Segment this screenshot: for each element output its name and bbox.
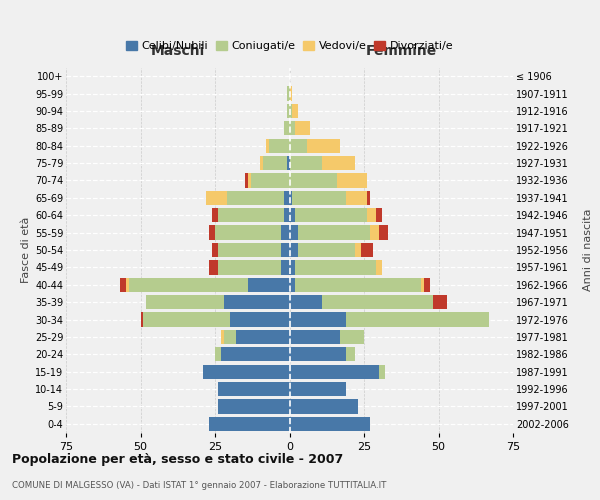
Bar [290,400,358,413]
Bar [287,86,290,101]
Bar [290,278,295,292]
Bar [337,174,367,188]
Bar [290,121,295,136]
Bar [263,156,287,170]
Bar [290,208,295,222]
Bar [367,208,376,222]
Bar [295,260,376,274]
Bar [146,295,224,310]
Bar [355,243,361,257]
Bar [206,190,227,205]
Bar [281,226,290,239]
Bar [322,295,433,310]
Y-axis label: Anni di nascita: Anni di nascita [583,209,593,291]
Bar [260,156,263,170]
Bar [218,208,284,222]
Bar [290,312,346,326]
Bar [266,138,269,153]
Bar [367,190,370,205]
Bar [376,260,382,274]
Bar [290,156,322,170]
Bar [290,243,298,257]
Legend: Celibi/Nubili, Coniugati/e, Vedovi/e, Divorziati/e: Celibi/Nubili, Coniugati/e, Vedovi/e, Di… [121,36,458,56]
Bar [290,226,298,239]
Bar [421,278,424,292]
Bar [203,364,290,379]
Y-axis label: Fasce di età: Fasce di età [20,217,31,283]
Bar [230,312,290,326]
Bar [248,278,290,292]
Text: COMUNE DI MALGESSO (VA) - Dati ISTAT 1° gennaio 2007 - Elaborazione TUTTITALIA.I: COMUNE DI MALGESSO (VA) - Dati ISTAT 1° … [12,480,386,490]
Bar [269,138,290,153]
Text: Femmine: Femmine [365,44,437,59]
Bar [218,400,290,413]
Bar [281,243,290,257]
Bar [290,330,340,344]
Bar [215,347,221,362]
Bar [292,104,298,118]
Bar [424,278,430,292]
Bar [218,382,290,396]
Bar [290,174,337,188]
Bar [218,243,281,257]
Bar [221,347,290,362]
Bar [295,121,310,136]
Bar [290,138,307,153]
Bar [287,104,290,118]
Bar [284,208,290,222]
Bar [224,330,236,344]
Bar [290,190,292,205]
Bar [290,347,346,362]
Bar [379,364,385,379]
Bar [224,295,290,310]
Bar [290,104,292,118]
Bar [433,295,448,310]
Bar [212,243,218,257]
Bar [370,226,379,239]
Bar [236,330,290,344]
Bar [287,156,290,170]
Bar [322,156,355,170]
Bar [218,260,281,274]
Bar [290,295,322,310]
Bar [307,138,340,153]
Bar [290,382,346,396]
Bar [209,226,215,239]
Bar [143,312,230,326]
Bar [248,174,251,188]
Bar [251,174,290,188]
Bar [346,347,355,362]
Bar [281,260,290,274]
Text: Popolazione per età, sesso e stato civile - 2007: Popolazione per età, sesso e stato civil… [12,452,343,466]
Bar [346,312,489,326]
Bar [284,121,290,136]
Bar [209,416,290,431]
Bar [361,243,373,257]
Bar [284,190,290,205]
Bar [125,278,128,292]
Bar [209,260,218,274]
Bar [215,226,281,239]
Bar [298,243,355,257]
Text: Maschi: Maschi [151,44,205,59]
Bar [376,208,382,222]
Bar [245,174,248,188]
Bar [128,278,248,292]
Bar [295,208,367,222]
Bar [227,190,284,205]
Bar [290,86,292,101]
Bar [298,226,370,239]
Bar [379,226,388,239]
Bar [290,416,370,431]
Bar [295,278,421,292]
Bar [346,190,367,205]
Bar [290,260,295,274]
Bar [212,208,218,222]
Bar [140,312,143,326]
Bar [221,330,224,344]
Bar [292,190,346,205]
Bar [290,364,379,379]
Bar [340,330,364,344]
Bar [119,278,125,292]
